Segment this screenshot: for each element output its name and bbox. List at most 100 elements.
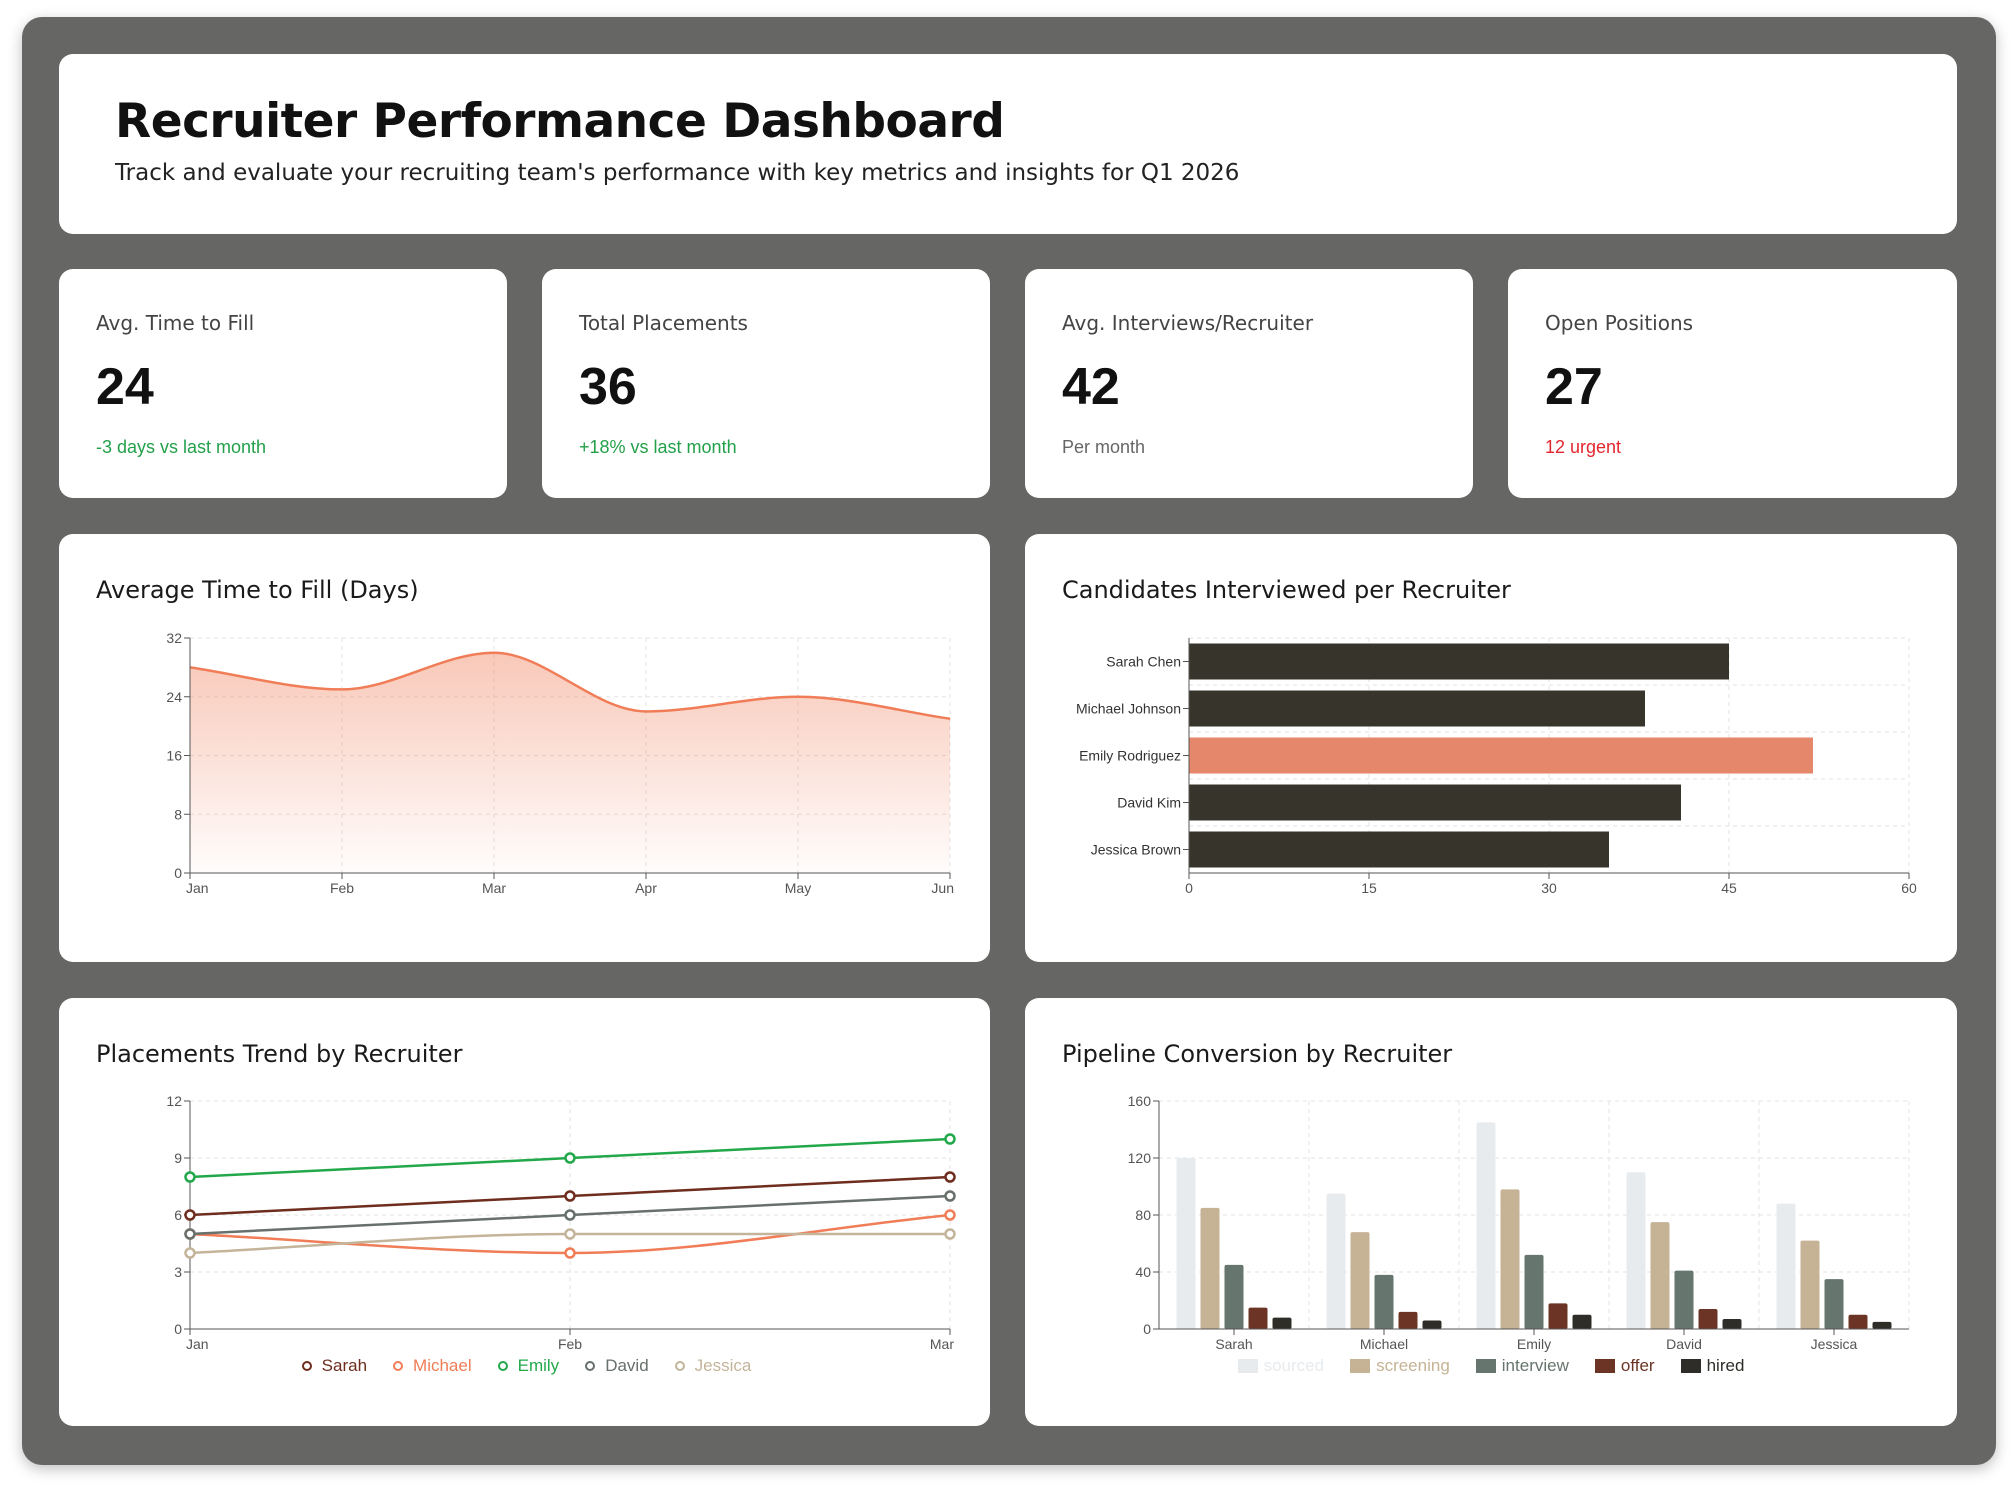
bar <box>1698 1309 1718 1329</box>
kpi-note: Per month <box>1062 437 1146 457</box>
y-tick-label: 120 <box>1128 1150 1152 1166</box>
data-point <box>184 1209 196 1221</box>
bar <box>1650 1222 1670 1329</box>
bar <box>1200 1207 1220 1329</box>
y-tick-label: Jessica Brown <box>1091 842 1181 858</box>
kpi-label: Avg. Interviews/Recruiter <box>1062 311 1314 335</box>
data-point <box>944 1171 956 1183</box>
bar <box>1848 1314 1868 1329</box>
bar <box>1776 1203 1796 1329</box>
x-tick-label: Sarah <box>1215 1336 1252 1352</box>
bar <box>1872 1321 1892 1329</box>
x-tick-label: Emily <box>1517 1336 1551 1352</box>
x-tick-label: Jessica <box>1811 1336 1858 1352</box>
kpi-card-time-to-fill: Avg. Time to Fill 24 -3 days vs last mon… <box>59 269 507 498</box>
legend-line-marker <box>494 1361 512 1371</box>
bar <box>1548 1303 1568 1329</box>
bar <box>1626 1172 1646 1329</box>
legend-item[interactable]: sourced <box>1237 1356 1325 1376</box>
bar <box>1189 737 1813 774</box>
legend-swatch <box>1350 1359 1371 1373</box>
chart-card-time-to-fill: Average Time to Fill (Days) 0 8 16 24 32 Jan F… <box>59 534 990 962</box>
legend-item[interactable]: Emily <box>494 1356 560 1376</box>
bar <box>1722 1319 1742 1329</box>
y-tick-label: 0 <box>1143 1321 1151 1337</box>
y-tick-label: Emily Rodriguez <box>1079 748 1181 764</box>
legend-label: hired <box>1706 1356 1745 1375</box>
data-point <box>944 1133 956 1145</box>
interviews-bar-chart: 0 15 30 45 60 Sarah Chen Michael Johnson Emily … <box>1076 637 1917 896</box>
x-tick-label: 0 <box>1185 880 1193 896</box>
data-point <box>797 696 799 698</box>
x-tick-label: David <box>1666 1336 1702 1352</box>
y-tick-label: 8 <box>174 806 182 822</box>
legend-item[interactable]: interview <box>1475 1356 1569 1376</box>
y-tick-label: 3 <box>174 1264 182 1280</box>
legend-label: Michael <box>413 1356 472 1375</box>
bar <box>1398 1311 1418 1329</box>
legend-label: Emily <box>517 1356 560 1375</box>
chart-legend: Sarah Michael Emily David Jessica <box>59 1356 990 1376</box>
chart-title: Pipeline Conversion by Recruiter <box>1062 1040 1453 1068</box>
kpi-value: 42 <box>1062 358 1120 416</box>
x-tick-label: Feb <box>330 880 354 896</box>
legend-label: offer <box>1620 1356 1655 1375</box>
x-tick-label: Mar <box>482 880 506 896</box>
y-tick-label: 0 <box>174 865 182 881</box>
kpi-label: Avg. Time to Fill <box>96 311 255 335</box>
legend-item[interactable]: offer <box>1594 1356 1655 1376</box>
legend-label: sourced <box>1263 1356 1325 1375</box>
legend-item[interactable]: hired <box>1680 1356 1745 1376</box>
bar <box>1224 1264 1244 1329</box>
legend-item[interactable]: David <box>581 1356 649 1376</box>
kpi-value: 36 <box>579 358 637 416</box>
bar <box>1524 1254 1544 1329</box>
legend-item[interactable]: screening <box>1350 1356 1450 1376</box>
x-tick-label: Mar <box>930 1336 954 1352</box>
y-tick-label: 160 <box>1128 1093 1152 1109</box>
bar <box>1189 643 1729 680</box>
y-tick-label: 16 <box>166 748 182 764</box>
x-tick-label: May <box>785 880 811 896</box>
bar <box>1422 1320 1442 1329</box>
bar <box>1272 1317 1292 1329</box>
bar <box>1572 1314 1592 1329</box>
data-point <box>184 1171 196 1183</box>
bar <box>1824 1279 1844 1329</box>
chart-card-placements-trend: Placements Trend by Recruiter 0 3 6 9 12 Jan F… <box>59 998 990 1426</box>
dashboard-frame: Recruiter Performance Dashboard Track an… <box>22 17 1996 1465</box>
kpi-note: -3 days vs last month <box>96 437 267 457</box>
chart-title: Average Time to Fill (Days) <box>96 576 419 604</box>
legend-item[interactable]: Jessica <box>671 1356 752 1376</box>
x-tick-label: 60 <box>1901 880 1917 896</box>
x-tick-label: 45 <box>1721 880 1737 896</box>
legend-item[interactable]: Sarah <box>298 1356 367 1376</box>
header-card: Recruiter Performance Dashboard Track an… <box>59 54 1957 234</box>
x-tick-label: Feb <box>558 1336 582 1352</box>
legend-line-marker <box>389 1361 407 1371</box>
kpi-label: Total Placements <box>579 311 748 335</box>
bar <box>1248 1307 1268 1329</box>
y-tick-label: 80 <box>1135 1207 1151 1223</box>
y-tick-label: David Kim <box>1117 795 1181 811</box>
kpi-value: 27 <box>1545 358 1603 416</box>
legend-line-marker <box>671 1361 689 1371</box>
x-tick-label: 15 <box>1361 880 1377 896</box>
legend-label: Jessica <box>694 1356 752 1375</box>
page-subtitle: Track and evaluate your recruiting team'… <box>115 160 1240 186</box>
y-tick-label: 12 <box>166 1093 182 1109</box>
y-tick-label: 40 <box>1135 1264 1151 1280</box>
y-tick-label: Sarah Chen <box>1106 654 1181 670</box>
legend-label: screening <box>1376 1356 1450 1375</box>
x-tick-label: Jan <box>186 1336 209 1352</box>
kpi-note: +18% vs last month <box>579 437 737 457</box>
chart-card-pipeline: Pipeline Conversion by Recruiter 0 40 80 12… <box>1025 998 1957 1426</box>
legend-swatch <box>1594 1359 1615 1373</box>
chart-legend: sourced screening interview offer hired <box>1025 1356 1957 1376</box>
x-tick-label: Jun <box>931 880 954 896</box>
legend-item[interactable]: Michael <box>389 1356 472 1376</box>
kpi-card-total-placements: Total Placements 36 +18% vs last month <box>542 269 990 498</box>
legend-label: interview <box>1501 1356 1569 1375</box>
legend-label: Sarah <box>321 1356 368 1375</box>
legend-swatch <box>1475 1359 1496 1373</box>
